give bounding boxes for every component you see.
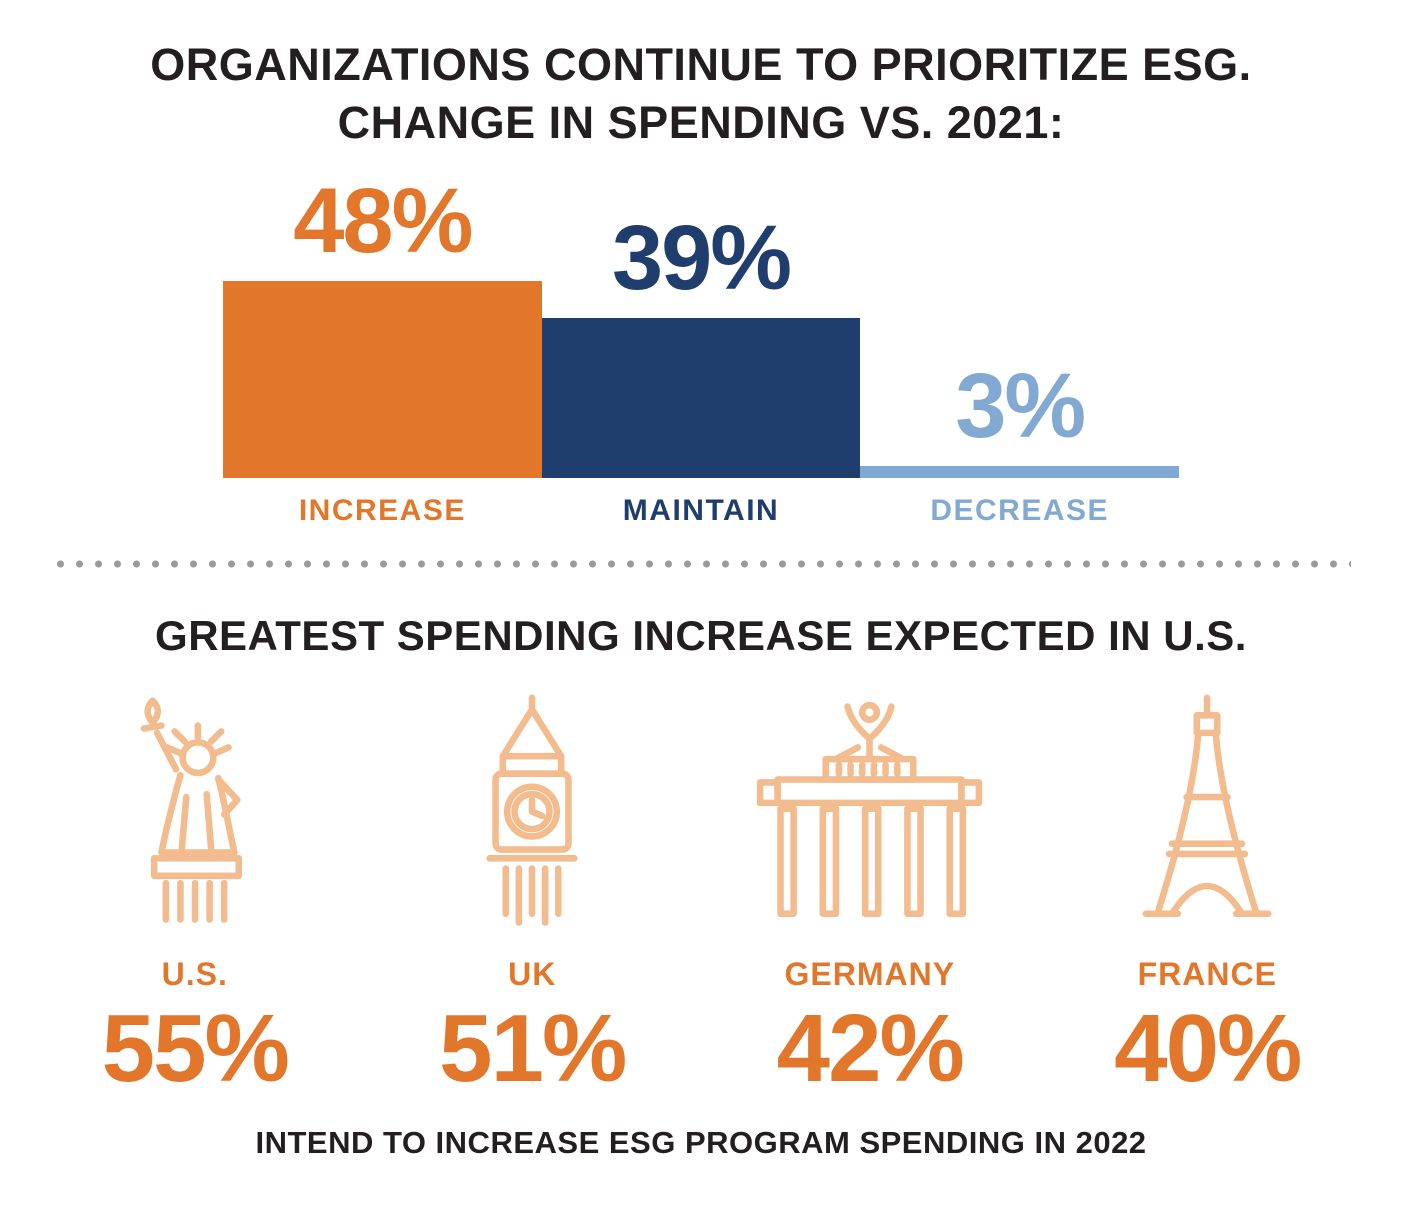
country-name-uk: UK (508, 955, 557, 992)
bar-category-labels: INCREASE MAINTAIN DECREASE (223, 494, 1179, 528)
big-ben-icon (422, 684, 642, 940)
bar-value-increase: 48% (293, 170, 473, 273)
country-column-germany: GERMANY 42% (701, 684, 1039, 1097)
bar-value-decrease: 3% (955, 354, 1086, 457)
country-column-us: U.S. 55% (26, 684, 364, 1097)
chart-title: ORGANIZATIONS CONTINUE TO PRIORITIZE ESG… (0, 0, 1402, 151)
bar-value-maintain: 39% (611, 207, 792, 310)
chart-title-line2: CHANGE IN SPENDING VS. 2021: (337, 96, 1065, 148)
bar-decrease (860, 465, 1180, 478)
chart-title-line1: ORGANIZATIONS CONTINUE TO PRIORITIZE ESG… (150, 39, 1252, 90)
country-value-us: 55% (101, 994, 290, 1102)
country-value-uk: 51% (439, 994, 627, 1102)
bar-label-increase: INCREASE (298, 493, 466, 527)
bar-column-increase: 48% (223, 175, 542, 478)
section-title: GREATEST SPENDING INCREASE EXPECTED IN U… (155, 611, 1247, 659)
bar-increase (223, 281, 542, 478)
bar-chart: 48% 39% 3% (223, 175, 1180, 478)
country-value-germany: 42% (776, 994, 965, 1102)
country-name-germany: GERMANY (784, 955, 956, 992)
country-name-us: U.S. (161, 955, 228, 992)
countries-row: U.S. 55% (26, 684, 1376, 1097)
brandenburg-gate-icon (742, 684, 997, 940)
country-column-france: FRANCE 40% (1039, 684, 1377, 1097)
country-name-france: FRANCE (1137, 955, 1277, 992)
bar-maintain (541, 318, 861, 478)
country-column-uk: UK 51% (364, 684, 702, 1097)
bar-column-decrease: 3% (860, 354, 1180, 478)
eiffel-tower-icon (1097, 684, 1317, 940)
dotted-divider (51, 559, 1351, 568)
footer-caption: INTEND TO INCREASE ESG PROGRAM SPENDING … (255, 1124, 1147, 1160)
country-value-france: 40% (1114, 994, 1302, 1102)
bar-label-maintain: MAINTAIN (622, 493, 780, 527)
statue-of-liberty-icon (85, 684, 305, 940)
bar-label-decrease: DECREASE (930, 493, 1110, 527)
bar-column-maintain: 39% (541, 207, 861, 478)
